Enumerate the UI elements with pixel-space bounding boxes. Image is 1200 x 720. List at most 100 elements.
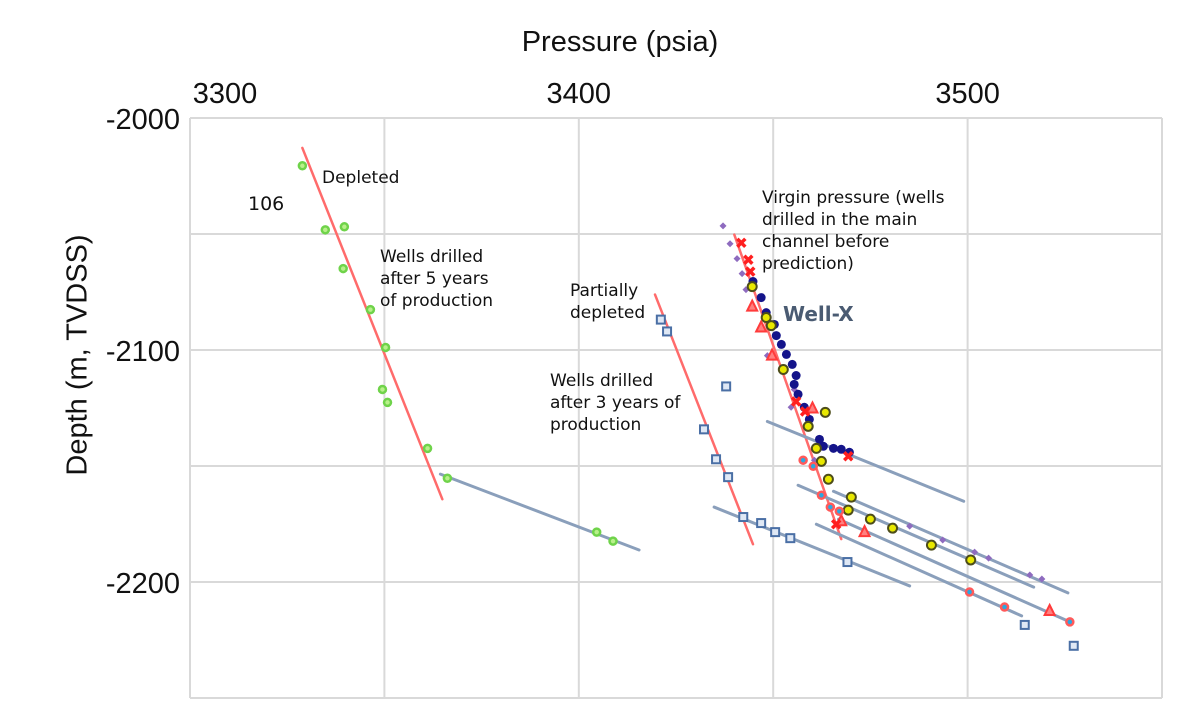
yellow-circle-point [819,406,831,418]
yellow-circle-point [887,522,899,534]
red-x-point [790,396,802,407]
navy-circle-point [781,349,791,359]
annotation-depleted: Depleted [322,168,400,188]
green-circle-point [297,161,308,171]
cyan-circle-point [1065,617,1075,627]
blue-square-point [698,424,709,435]
blue-square-point [1068,640,1079,651]
yellow-circle-point [810,442,822,454]
blue-square-point [1019,619,1030,630]
purple-diamond-point [733,255,741,263]
blue-trend-line [831,489,1070,595]
green-circle-point [380,342,391,353]
purple-diamond-point [985,554,993,562]
blue-square-point [721,381,732,392]
yellow-circle-point [925,539,937,551]
blue-trend-line [814,522,1024,618]
green-circle-point [320,225,331,235]
tick-labels: 3300 3400 3500 -2000 -2100 -2200 [106,78,1000,600]
red-x-point [843,451,854,462]
red-x-point [743,254,754,265]
green-circle-point [382,397,393,408]
x-tick-label: 3300 [193,78,258,110]
navy-circle-point [814,434,824,444]
yellow-circle-point [802,420,814,432]
navy-circle-point [776,339,786,349]
cyan-circle-point [964,587,975,597]
green-circle-point [377,384,388,395]
red-x-point [799,406,811,417]
cyan-circle-point [825,502,836,512]
y-tick-label: -2000 [106,104,180,136]
blue-trend-line [837,517,1072,624]
yellow-circle-point [815,455,827,467]
blue-square-point [738,512,749,523]
yellow-circle-point [965,554,977,566]
navy-circle-point [791,371,801,381]
blue-trend-line [438,472,641,552]
annotation-106: 106 [248,193,285,215]
green-circle-point [365,304,376,315]
blue-trend-line [796,483,1036,589]
red-x-point [736,237,747,249]
y-tick-label: -2200 [106,568,180,600]
blue-square-point [756,518,767,529]
purple-diamond-point [719,222,727,230]
yellow-circle-point [765,320,777,332]
purple-diamond-point [1026,571,1034,579]
blue-square-point [842,557,853,568]
x-tick-label: 3500 [935,78,1000,110]
blue-square-point [655,314,666,325]
annotation-virgin-pressure: Virgin pressure (wells drilled in the ma… [762,188,945,274]
green-circle-point [338,263,348,274]
annotation-well-x: Well-X [783,302,854,326]
purple-diamond-point [726,240,734,248]
cyan-circle-point [816,490,827,500]
x-tick-label: 3400 [547,78,612,110]
yellow-circle-point [822,473,834,485]
red-triangle-point [765,347,779,361]
purple-diamond-point [906,522,914,530]
x-axis-title: Pressure (psia) [521,26,719,58]
green-circle-point [339,222,350,232]
blue-trend-line [765,419,966,503]
cyan-circle-point [808,461,818,471]
red-trend-line [301,146,444,501]
blue-square-point [770,527,781,538]
navy-circle-point [793,389,803,399]
cyan-circle-point [834,506,845,516]
cyan-circle-point [798,455,808,465]
blue-square-point [785,533,796,544]
yellow-circle-point [746,281,758,293]
yellow-circle-point [777,363,789,375]
navy-circle-point [836,444,846,454]
yellow-circle-point [760,312,772,324]
green-circle-point [422,443,433,454]
trend-lines [301,146,1072,624]
red-x-point [745,266,756,277]
green-circle-point [591,527,602,537]
blue-square-point [711,454,722,465]
red-triangle-point [857,523,872,538]
red-x-point [830,518,842,530]
navy-circle-point [789,379,799,389]
navy-circle-point [828,443,838,453]
blue-square-point [723,472,734,483]
y-axis-title: Depth (m, TVDSS) [61,234,94,476]
yellow-circle-point [842,504,854,516]
green-circle-point [608,536,618,546]
yellow-circle-point [864,513,876,525]
blue-square-point [662,326,673,337]
navy-circle-point [771,331,781,341]
data-points [297,161,1079,651]
red-triangle-point [1043,602,1057,616]
y-tick-label: -2100 [106,336,180,368]
navy-circle-point [787,359,797,369]
red-triangle-point [805,400,820,414]
navy-circle-point [756,293,766,303]
purple-diamond-point [971,548,979,556]
annotation-after-5-years: Wells drilled after 5 years of productio… [380,247,494,311]
red-triangle-point [754,319,768,333]
yellow-circle-point [845,491,857,503]
